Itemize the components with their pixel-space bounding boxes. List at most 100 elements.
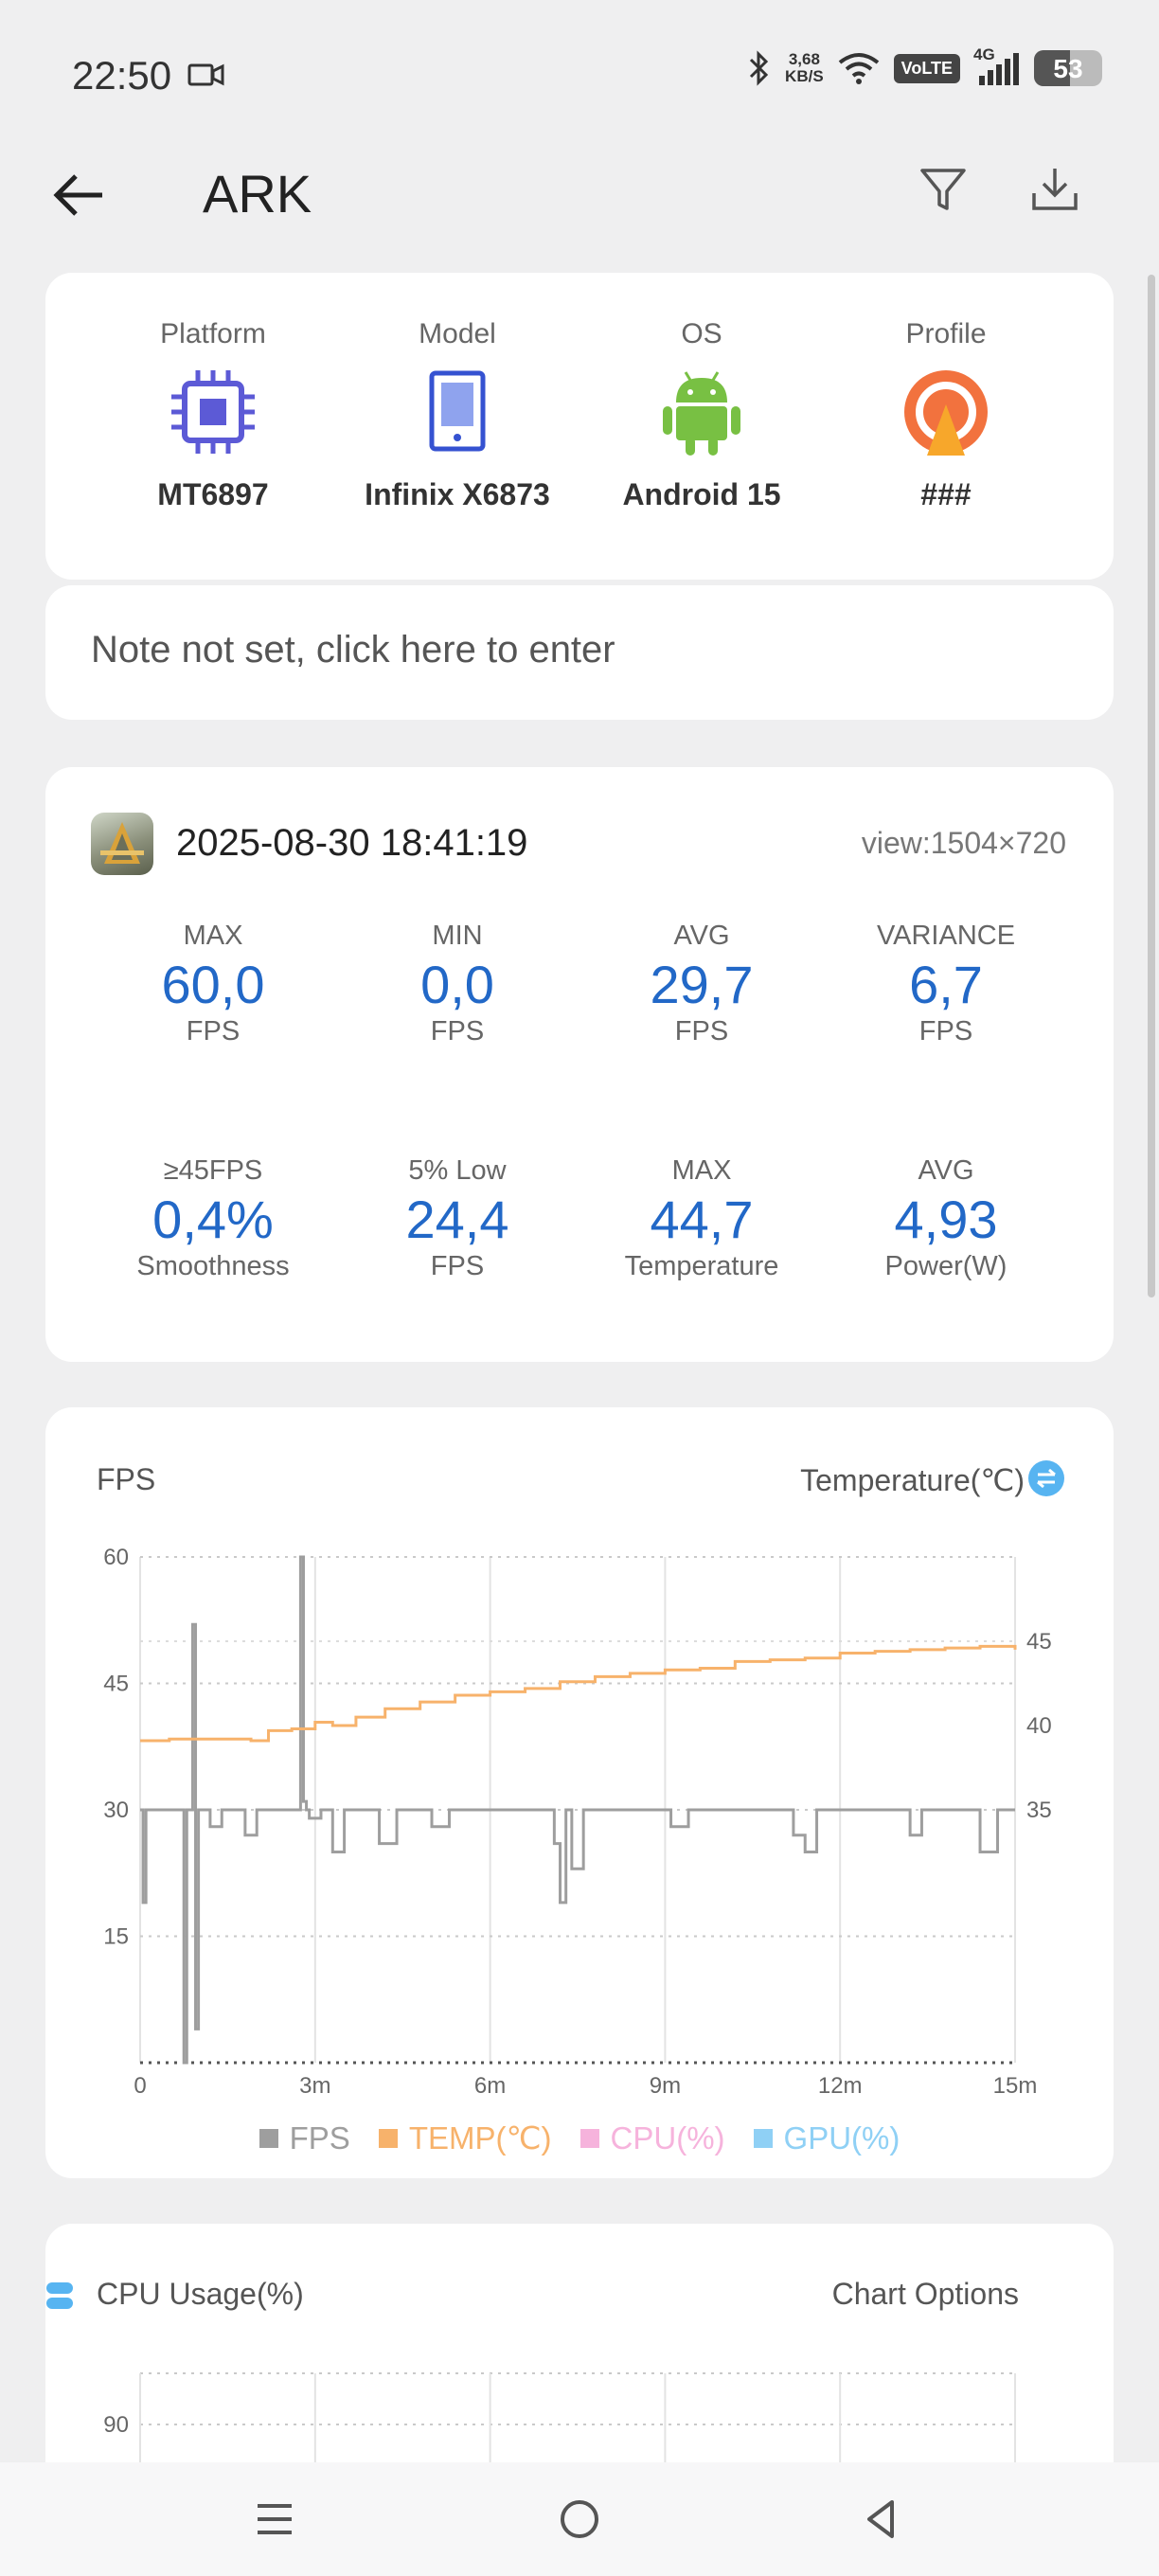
app-bar: ARK (0, 142, 1159, 246)
cpu-chart-title: CPU Usage(%) (97, 2277, 304, 2311)
chart-options-button[interactable]: Chart Options (831, 2277, 1019, 2311)
game-app-icon (91, 813, 153, 875)
wifi-icon (838, 53, 879, 84)
os-label: OS (681, 318, 722, 349)
stat-avg-power: AVG 4,93 Power(W) (824, 1155, 1068, 1282)
y-right-tick-label: 40 (1026, 1713, 1052, 1739)
y-right-tick-label: 45 (1026, 1629, 1052, 1655)
stat-value: 24,4 (405, 1190, 509, 1249)
device-platform: Platform MT6897 (91, 318, 335, 580)
home-icon[interactable] (557, 2496, 602, 2542)
stat-title: AVG (673, 921, 730, 951)
legend-swatch (378, 2128, 398, 2148)
stat-unit: Temperature (624, 1251, 779, 1281)
legend-swatch (753, 2128, 773, 2148)
profile-icon (904, 370, 988, 456)
legend-label: FPS (289, 2120, 350, 2156)
stat-title: MAX (671, 1155, 732, 1186)
chart-legend: FPS TEMP(℃) CPU(%) GPU(%) (45, 2120, 1114, 2156)
note-card[interactable]: Note not set, click here to enter (45, 585, 1114, 720)
fps-temperature-chart[interactable]: 0 3m 6m 9m 12m 15m 60 45 30 15 45 40 35 (45, 1407, 1114, 2108)
stat-min-fps: MIN 0,0 FPS (335, 921, 580, 1047)
stat-value: 60,0 (161, 955, 265, 1014)
note-text: Note not set, click here to enter (91, 629, 615, 671)
stat-unit: FPS (186, 1016, 241, 1046)
os-value: Android 15 (622, 477, 781, 511)
legend-swatch (259, 2128, 278, 2148)
back-arrow-icon[interactable] (49, 165, 110, 225)
y-left-tick-label: 45 (103, 1672, 129, 1697)
legend-item-gpu[interactable]: GPU(%) (753, 2120, 900, 2156)
y-right-tick-label: 35 (1026, 1798, 1052, 1823)
legend-label: TEMP(℃) (408, 2120, 552, 2156)
stat-unit: FPS (430, 1016, 485, 1046)
series-line-temp (140, 1644, 1017, 1743)
stat-unit: Smoothness (136, 1251, 290, 1281)
view-resolution: view:1504×720 (861, 826, 1066, 860)
scrollbar[interactable] (1148, 275, 1155, 1297)
stat-max-temp: MAX 44,7 Temperature (580, 1155, 824, 1282)
net-speed-value: 3,68 (788, 50, 820, 68)
stat-unit: FPS (674, 1016, 729, 1046)
legend-item-cpu[interactable]: CPU(%) (580, 2120, 725, 2156)
stat-avg-fps: AVG 29,7 FPS (580, 921, 824, 1047)
legend-swatch (580, 2128, 599, 2148)
device-info-card: Platform MT6897 Model (45, 273, 1114, 580)
filter-icon[interactable] (917, 163, 970, 216)
system-nav-bar (0, 2462, 1159, 2576)
stat-value: 4,93 (894, 1190, 998, 1249)
stat-title: AVG (918, 1155, 974, 1186)
status-time: 22:50 (72, 53, 172, 98)
net-speed: 3,68 KB/S (785, 51, 824, 85)
x-tick-label: 0 (134, 2073, 146, 2099)
stat-title: MIN (432, 921, 483, 951)
cpu-y-tick-label: 90 (103, 2412, 129, 2438)
signal-icon: 4G (973, 45, 1021, 87)
session-summary-card: 2025-08-30 18:41:19 view:1504×720 MAX 60… (45, 767, 1114, 1362)
screen-record-icon (187, 63, 224, 86)
stats-row-1: MAX 60,0 FPS MIN 0,0 FPS AVG 29,7 FPS VA… (91, 921, 1068, 1047)
bluetooth-icon (749, 50, 769, 86)
page-title: ARK (203, 164, 312, 224)
stat-title: MAX (183, 921, 243, 951)
battery-level: 53 (1053, 54, 1083, 83)
x-tick-label: 3m (299, 2073, 330, 2099)
y-left-tick-label: 30 (103, 1798, 129, 1823)
legend-label: CPU(%) (610, 2120, 725, 2156)
stat-value: 44,7 (650, 1190, 754, 1249)
menu-icon[interactable] (252, 2496, 297, 2542)
stat-unit: Power(W) (884, 1251, 1007, 1281)
series-line-fps (140, 1555, 1015, 2065)
chart-options-icon[interactable] (45, 2281, 74, 2311)
legend-label: GPU(%) (783, 2120, 900, 2156)
fps-temperature-chart-card: FPS Temperature(℃) 0 3m 6m 9m 12m 15m 60 45 30 15… (45, 1407, 1114, 2178)
stat-5pct-low: 5% Low 24,4 FPS (335, 1155, 580, 1282)
download-icon[interactable] (1028, 163, 1081, 216)
profile-label: Profile (905, 318, 987, 349)
legend-item-fps[interactable]: FPS (259, 2120, 350, 2156)
legend-item-temp[interactable]: TEMP(℃) (378, 2120, 552, 2156)
android-icon (663, 371, 740, 456)
stat-title: 5% Low (408, 1155, 507, 1186)
platform-value: MT6897 (157, 477, 269, 511)
x-tick-label: 15m (993, 2073, 1038, 2099)
session-datetime: 2025-08-30 18:41:19 (176, 822, 528, 864)
chip-icon (171, 370, 255, 454)
x-tick-label: 9m (650, 2073, 681, 2099)
stat-value: 0,4% (152, 1190, 274, 1249)
chart-right-title[interactable]: Temperature(℃) (800, 1463, 1025, 1497)
device-os: OS Android 15 (580, 318, 824, 580)
device-profile: Profile ### (824, 318, 1068, 580)
x-tick-label: 6m (474, 2073, 506, 2099)
status-bar: 22:50 3,68 KB/S VoLTE 4G (0, 0, 1159, 142)
stat-unit: FPS (430, 1251, 485, 1281)
stat-variance: VARIANCE 6,7 FPS (824, 921, 1068, 1047)
swap-axis-icon[interactable] (1028, 1460, 1064, 1496)
phone-icon (429, 370, 486, 452)
stat-max-fps: MAX 60,0 FPS (91, 921, 335, 1047)
profile-value: ### (920, 477, 972, 511)
x-tick-label: 12m (818, 2073, 863, 2099)
model-value: Infinix X6873 (365, 477, 550, 511)
back-triangle-icon[interactable] (858, 2496, 903, 2542)
stat-smoothness: ≥45FPS 0,4% Smoothness (91, 1155, 335, 1282)
